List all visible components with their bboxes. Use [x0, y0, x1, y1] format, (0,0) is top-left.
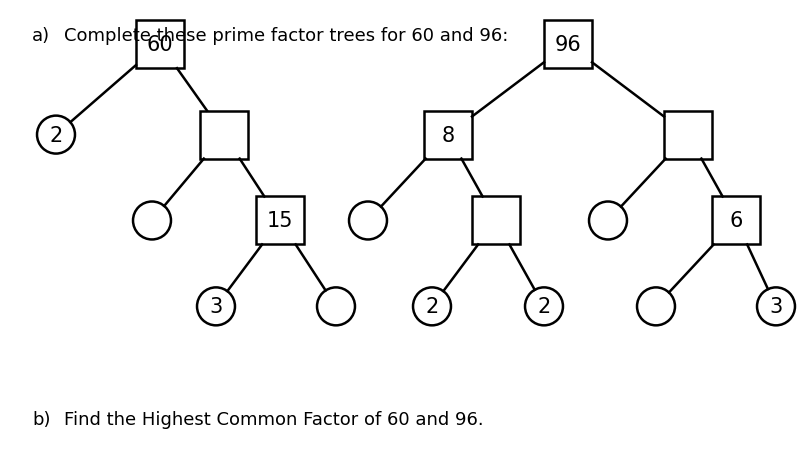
Text: 3: 3	[770, 297, 782, 317]
Bar	[256, 197, 304, 245]
Bar	[200, 111, 248, 159]
Text: 2: 2	[426, 297, 438, 317]
Bar	[712, 197, 760, 245]
Text: 60: 60	[146, 35, 174, 55]
Text: 6: 6	[730, 211, 742, 231]
Bar	[424, 111, 472, 159]
Text: Complete these prime factor trees for 60 and 96:: Complete these prime factor trees for 60…	[64, 27, 508, 45]
Bar	[664, 111, 712, 159]
Bar	[472, 197, 520, 245]
Text: 96: 96	[554, 35, 582, 55]
Text: 8: 8	[442, 125, 454, 145]
Text: 2: 2	[50, 125, 62, 145]
Bar	[136, 21, 184, 69]
Bar	[544, 21, 592, 69]
Text: a): a)	[32, 27, 50, 45]
Text: 2: 2	[538, 297, 550, 317]
Text: 3: 3	[210, 297, 222, 317]
Text: b): b)	[32, 410, 50, 428]
Text: 15: 15	[266, 211, 294, 231]
Text: Find the Highest Common Factor of 60 and 96.: Find the Highest Common Factor of 60 and…	[64, 410, 484, 428]
